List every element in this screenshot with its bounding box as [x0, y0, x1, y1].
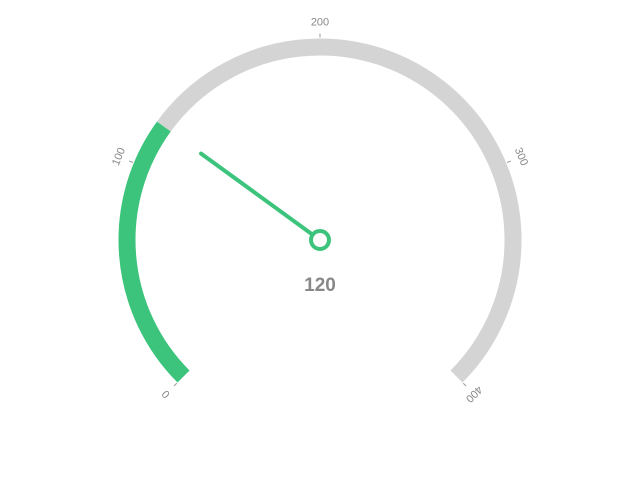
gauge-ticks: 0 100 200 300 400 [110, 17, 530, 405]
gauge-tick-label: 400 [463, 383, 484, 404]
gauge-tick-label: 0 [160, 387, 173, 400]
gauge-progress-arc [118, 121, 190, 383]
gauge-tick-mark [506, 160, 511, 163]
gauge-track-arc [156, 38, 522, 383]
gauge-tick-mark [462, 382, 467, 387]
gauge-needle [199, 151, 315, 237]
gauge-tick-label: 100 [110, 146, 128, 168]
gauge-value-label: 120 [304, 275, 336, 296]
gauge-needle-pivot [309, 229, 331, 251]
gauge-tick-label: 200 [311, 17, 329, 29]
gauge-tick-mark [173, 382, 178, 387]
gauge-tick-label: 300 [512, 146, 530, 168]
gauge-tick-mark [129, 160, 134, 163]
